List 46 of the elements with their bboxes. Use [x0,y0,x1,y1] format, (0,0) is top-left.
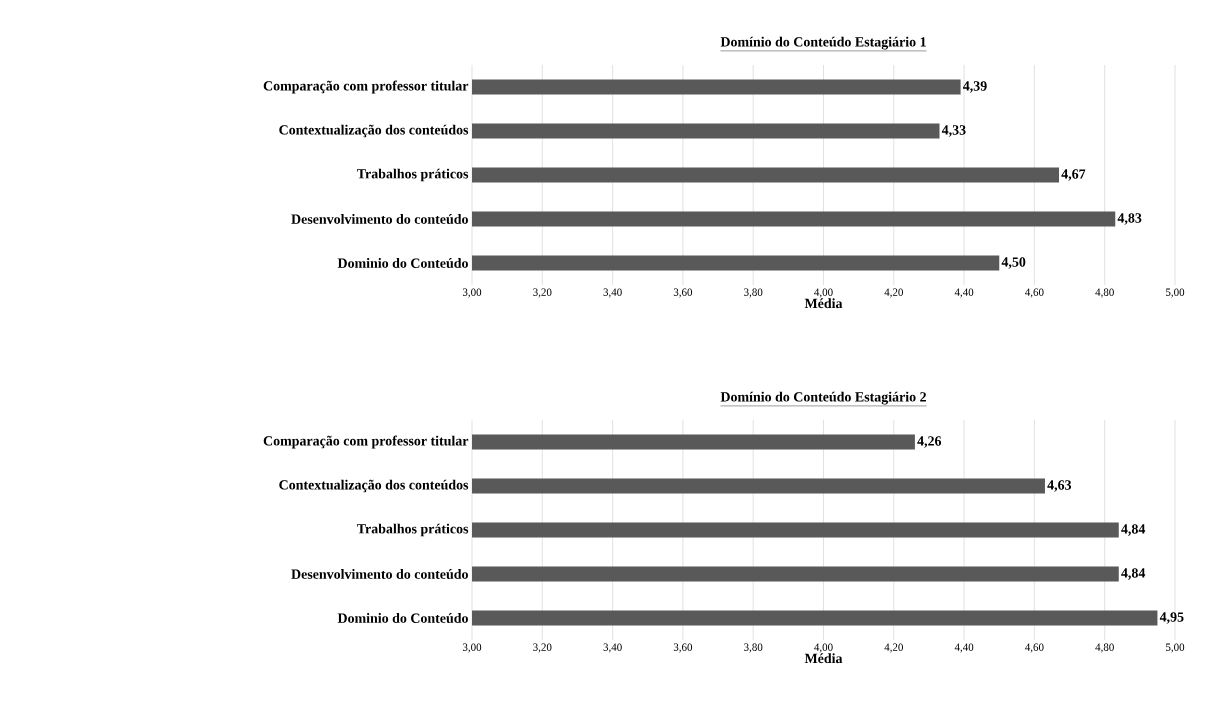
y-tick-label: Desenvolvimento do conteúdo [291,569,468,579]
x-tick-label: 3,00 [462,288,482,298]
y-tick-label: Dominio do Conteúdo [337,613,468,623]
y-tick-label: Trabalhos práticos [356,523,469,537]
y-tick-label: Dominio do Conteúdo [337,258,468,268]
x-tick-label: 4,00 [814,643,833,653]
data-label: 4,83 [1117,213,1142,225]
x-tick-label: 4,20 [884,288,903,298]
y-tick-label: Trabalhos práticos [356,168,469,182]
x-tick-label: 3,80 [744,288,763,298]
x-tick-label: 4,40 [954,288,974,298]
y-tick-label: Contextualização dos conteúdos [279,479,469,493]
data-label: 4,39 [962,81,987,93]
x-tick-label: 3,60 [673,288,693,298]
y-tick-label: Comparação com professor titular [263,435,469,449]
x-axis-title: Média [804,298,843,309]
x-tick-label: 5,00 [1166,288,1185,298]
data-label: 4,84 [1121,568,1146,580]
x-tick-label: 4,00 [814,288,833,298]
x-tick-label: 4,60 [1025,288,1044,298]
data-label: 4,63 [1047,480,1072,492]
x-tick-label: 3,80 [744,643,763,653]
x-axis-title: Média [804,653,843,664]
x-tick-label: 4,20 [884,643,903,653]
x-tick-label: 3,00 [462,643,482,653]
y-tick-label: Comparação com professor titular [263,80,469,94]
y-tick-label: Desenvolvimento do conteúdo [291,214,468,224]
data-label: 4,84 [1121,524,1146,536]
chart-title: Domínio do Conteúdo Estagiário 2 [720,391,926,405]
chart-title: Domínio do Conteúdo Estagiário 1 [720,36,926,50]
data-label: 4,50 [1001,257,1026,269]
x-tick-label: 3,20 [533,288,552,298]
x-tick-label: 3,20 [533,643,552,653]
y-tick-label: Contextualização dos conteúdos [279,124,469,138]
x-tick-label: 4,40 [954,643,974,653]
x-tick-label: 4,80 [1095,643,1114,653]
x-tick-label: 3,60 [673,643,693,653]
x-tick-label: 3,40 [603,643,622,653]
x-tick-label: 3,40 [603,288,622,298]
data-label: 4,33 [941,125,966,137]
x-tick-label: 5,00 [1166,643,1185,653]
data-label: 4,95 [1159,612,1184,624]
x-tick-label: 4,80 [1095,288,1114,298]
data-label: 4,67 [1061,169,1086,181]
data-label: 4,26 [917,436,942,448]
x-tick-label: 4,60 [1025,643,1044,653]
